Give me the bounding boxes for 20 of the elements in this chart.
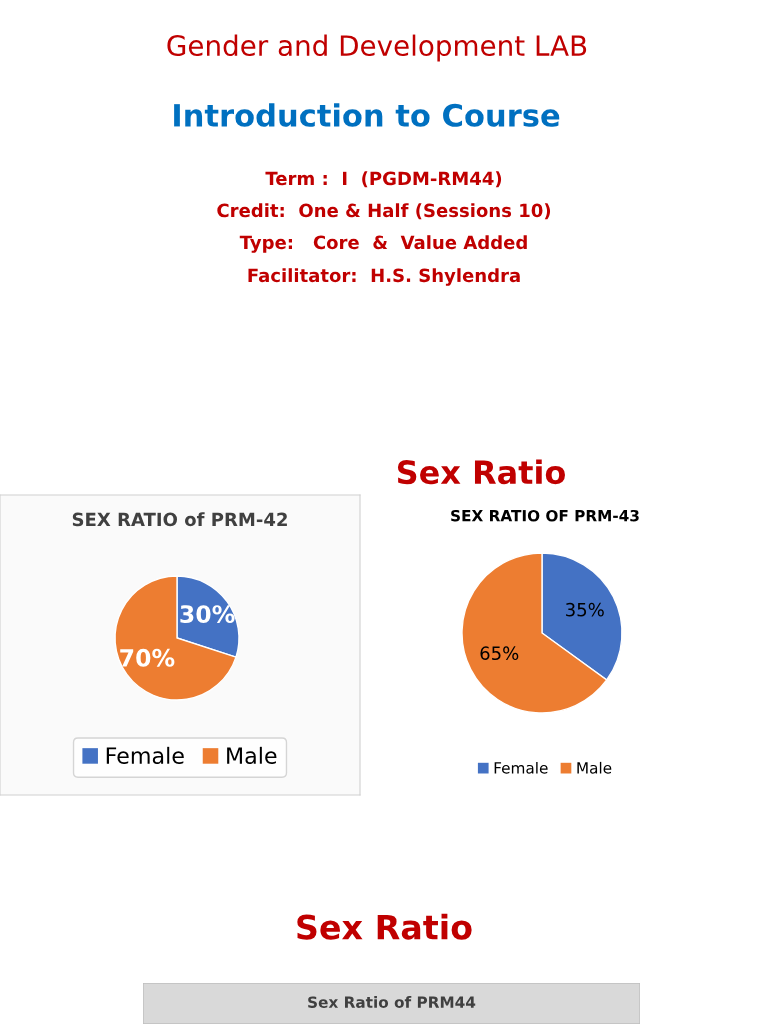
legend-label: Female xyxy=(494,761,548,774)
data-label: 30% xyxy=(180,605,235,623)
data-label: 70% xyxy=(120,648,175,667)
legend-label: Female xyxy=(106,746,184,765)
pie-slice xyxy=(114,575,237,701)
text: Credit: One & Half (Sessions 10) xyxy=(217,203,551,220)
text: Gender and Development LAB xyxy=(167,34,587,62)
text: Term : I (PGDM-RM44) xyxy=(265,171,502,188)
text: Sex Ratio xyxy=(297,913,472,940)
data-label: 65% xyxy=(480,646,519,661)
text: Facilitator: H.S. Shylendra xyxy=(248,268,520,286)
text: Introduction to Course xyxy=(174,103,560,127)
data-label: 35% xyxy=(566,602,604,617)
chart-title: SEX RATIO of PRM-42 xyxy=(72,512,287,527)
legend-label: Male xyxy=(227,746,277,765)
text: Sex Ratio of PRM44 xyxy=(308,996,476,1008)
text: Sex Ratio xyxy=(397,459,565,485)
chart-title: SEX RATIO OF PRM-43 xyxy=(451,509,639,522)
legend-label: Male xyxy=(577,761,612,774)
text: Type: Core & Value Added xyxy=(239,235,527,253)
